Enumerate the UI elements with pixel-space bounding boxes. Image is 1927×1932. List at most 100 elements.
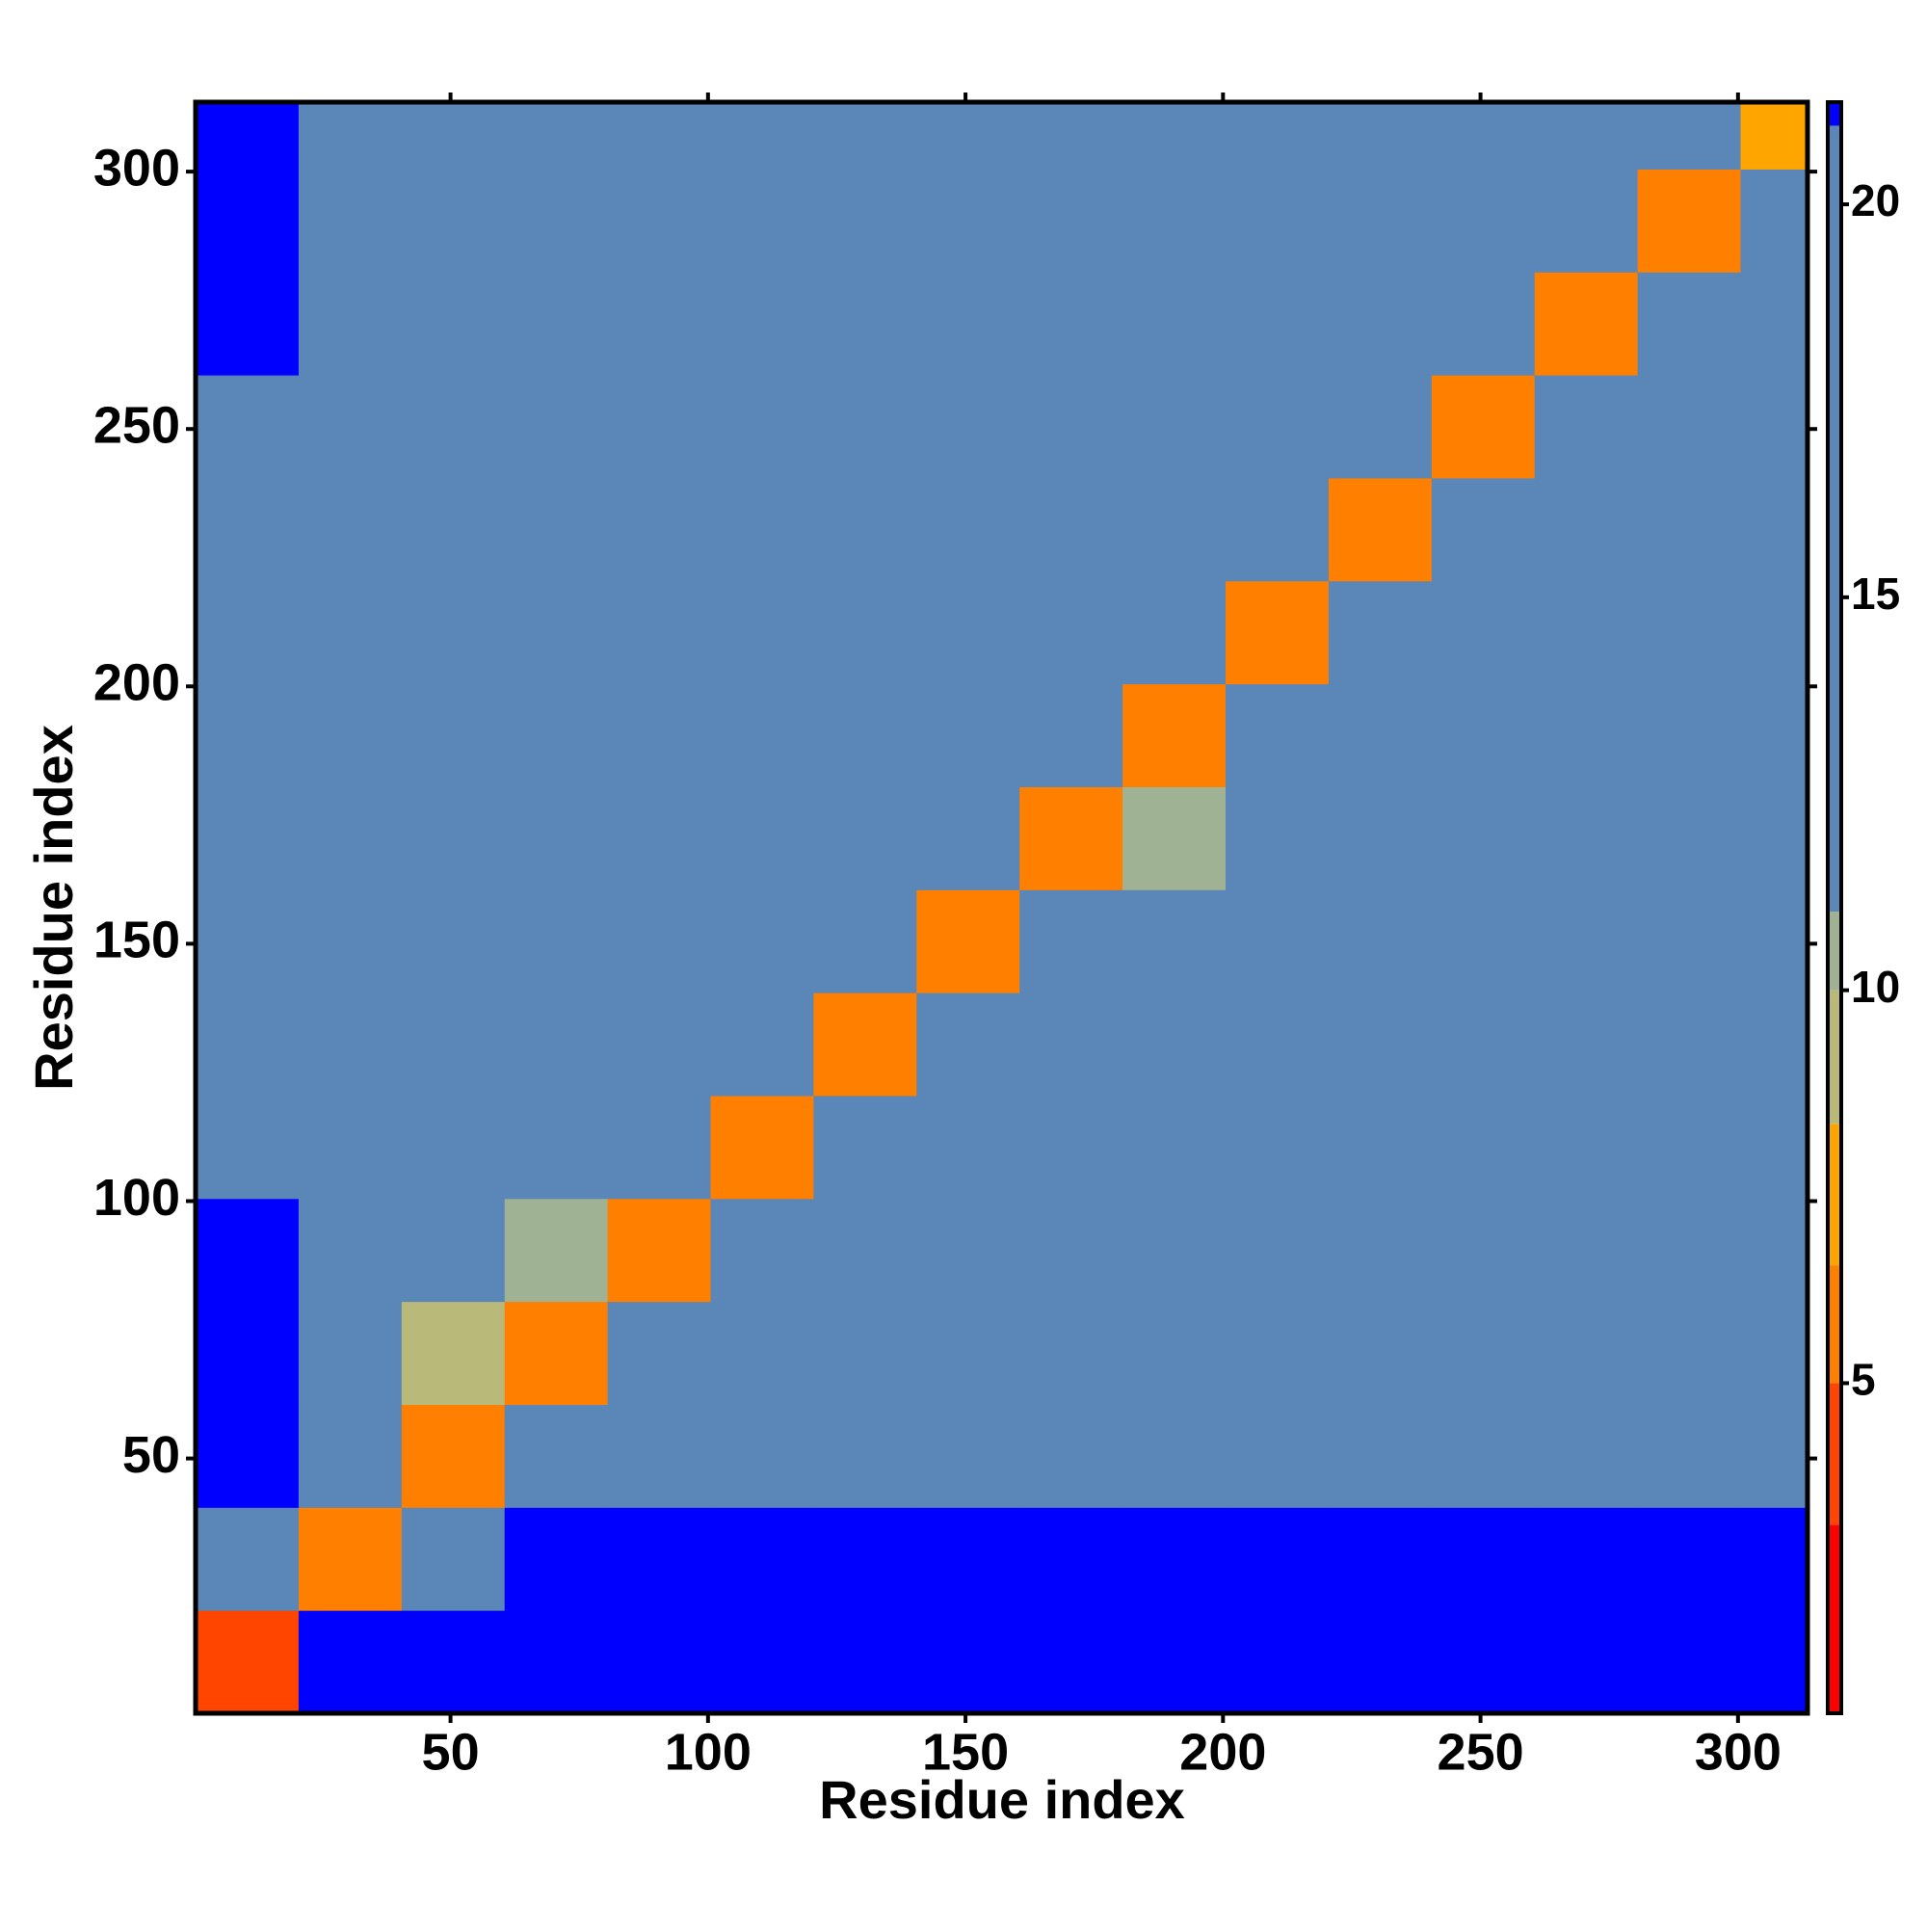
heatmap-cell xyxy=(1019,375,1123,479)
heatmap-cell xyxy=(1019,1610,1123,1714)
heatmap-cell xyxy=(1019,1095,1123,1200)
heatmap-cell xyxy=(298,1198,403,1303)
heatmap-cell xyxy=(1122,1404,1227,1508)
heatmap-cell xyxy=(813,477,917,582)
heatmap-cell xyxy=(710,1095,814,1200)
heatmap-cell xyxy=(813,272,917,376)
heatmap-cell xyxy=(1328,477,1433,582)
heatmap-cell xyxy=(1226,102,1330,170)
heatmap-cell xyxy=(710,477,814,582)
heatmap-cell xyxy=(813,1610,917,1714)
heatmap-cell xyxy=(813,1301,917,1405)
heatmap-cell xyxy=(1431,1095,1536,1200)
y-tick-label: 200 xyxy=(93,654,180,712)
heatmap-cell xyxy=(1226,786,1330,890)
heatmap-cell xyxy=(1637,992,1742,1097)
heatmap-cell xyxy=(1226,580,1330,685)
colorbar-segment xyxy=(1828,990,1841,1125)
heatmap-cell xyxy=(1328,272,1433,376)
colorbar-segment xyxy=(1828,1383,1841,1525)
heatmap-cell xyxy=(813,1404,917,1508)
heatmap-cell xyxy=(916,1404,1020,1508)
colorbar-frame xyxy=(1826,100,1843,1715)
heatmap-cell xyxy=(813,786,917,890)
heatmap-cell xyxy=(401,375,506,479)
heatmap-cell xyxy=(916,477,1020,582)
heatmap-cell xyxy=(813,1198,917,1303)
heatmap-cell xyxy=(1328,1095,1433,1200)
heatmap-cell xyxy=(1019,272,1123,376)
heatmap-cell xyxy=(401,477,506,582)
heatmap-cell xyxy=(1431,1198,1536,1303)
heatmap-cell xyxy=(196,375,300,479)
heatmap-cell xyxy=(1637,889,1742,993)
heatmap-cell xyxy=(1328,1507,1433,1611)
heatmap-cell xyxy=(196,477,300,582)
heatmap-cell xyxy=(1226,375,1330,479)
x-tick-label: 300 xyxy=(1695,1723,1782,1781)
heatmap-cell xyxy=(1019,992,1123,1097)
heatmap-cell xyxy=(1019,786,1123,890)
heatmap-cell xyxy=(1122,1095,1227,1200)
heatmap-cell xyxy=(607,786,712,890)
heatmap-cell xyxy=(607,580,712,685)
heatmap-cell xyxy=(298,169,403,273)
heatmap-cell xyxy=(1122,169,1227,273)
heatmap-cell xyxy=(1637,1404,1742,1508)
heatmap-cell xyxy=(504,477,609,582)
heatmap-cell xyxy=(1226,992,1330,1097)
colorbar-segment xyxy=(1828,1524,1841,1713)
heatmap-cell xyxy=(607,102,712,170)
heatmap-cell xyxy=(298,992,403,1097)
heatmap-cell xyxy=(504,1095,609,1200)
heatmap-cell xyxy=(504,889,609,993)
heatmap-cell xyxy=(298,786,403,890)
heatmap-cell xyxy=(1019,477,1123,582)
heatmap-cell xyxy=(1122,102,1227,170)
heatmap-cell xyxy=(1740,992,1808,1097)
heatmap-cell xyxy=(916,272,1020,376)
heatmap-cell xyxy=(1328,683,1433,787)
heatmap-cell xyxy=(1740,1404,1808,1508)
y-axis-title: Residue index xyxy=(23,725,84,1091)
heatmap-cell xyxy=(196,786,300,890)
heatmap-cell xyxy=(1637,580,1742,685)
heatmap-cell xyxy=(196,683,300,787)
heatmap-cell xyxy=(1019,889,1123,993)
heatmap-cell xyxy=(1122,375,1227,479)
heatmap-cell xyxy=(504,102,609,170)
heatmap-cell xyxy=(1226,169,1330,273)
heatmap-cell xyxy=(1226,1095,1330,1200)
heatmap-cell xyxy=(196,272,300,376)
heatmap-cell xyxy=(1534,580,1639,685)
colorbar-tick-label: 15 xyxy=(1851,569,1900,619)
heatmap-cell xyxy=(1534,889,1639,993)
heatmap-cell xyxy=(298,580,403,685)
heatmap-cell xyxy=(1534,272,1639,376)
heatmap-cell xyxy=(196,1301,300,1405)
heatmap-cell xyxy=(1534,477,1639,582)
heatmap-cell xyxy=(504,169,609,273)
heatmap-cell xyxy=(710,1301,814,1405)
heatmap-cell xyxy=(1534,1610,1639,1714)
heatmap-cell xyxy=(1534,992,1639,1097)
heatmap-cell xyxy=(196,102,300,170)
heatmap-cell xyxy=(1637,1507,1742,1611)
heatmap-cell xyxy=(710,786,814,890)
heatmap-cell xyxy=(1637,477,1742,582)
heatmap-cell xyxy=(813,889,917,993)
heatmap-cell xyxy=(813,169,917,273)
heatmap-cell xyxy=(1019,580,1123,685)
heatmap-cell xyxy=(1637,169,1742,273)
heatmap-cell xyxy=(1226,889,1330,993)
heatmap-cell xyxy=(401,889,506,993)
heatmap-cell xyxy=(607,683,712,787)
heatmap-cell xyxy=(196,1095,300,1200)
heatmap-cell xyxy=(401,1095,506,1200)
heatmap-cell xyxy=(298,477,403,582)
heatmap-cell xyxy=(1328,1198,1433,1303)
heatmap-cell xyxy=(196,169,300,273)
heatmap-cell xyxy=(607,477,712,582)
heatmap-cell xyxy=(1226,272,1330,376)
heatmap-cell xyxy=(1328,889,1433,993)
